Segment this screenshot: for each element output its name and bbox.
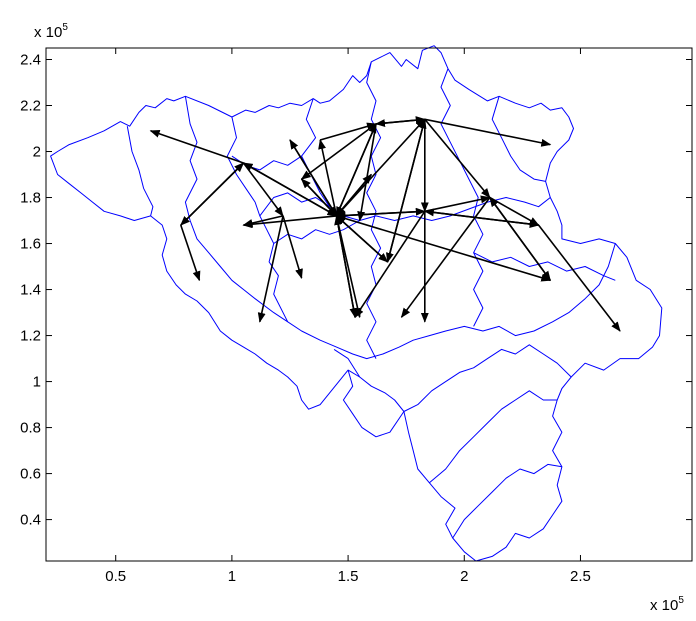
x-multiplier-base: x 10: [650, 597, 678, 614]
x-tick-label: 2: [460, 568, 468, 585]
flow-arrow: [180, 162, 245, 226]
x-multiplier-exponent: 5: [678, 595, 684, 606]
country-outline: [50, 45, 663, 562]
flow-arrow: [242, 215, 337, 229]
y-tick-label: 1.6: [20, 236, 41, 253]
x-tick-label: 1.5: [338, 568, 359, 585]
x-tick-label: 2.5: [570, 568, 591, 585]
flow-arrow: [300, 123, 377, 180]
internal-boundary: [342, 369, 405, 438]
y-tick-label: 0.4: [20, 512, 41, 529]
x-tick-label: 0.5: [105, 568, 126, 585]
x-tick-label: 1: [228, 568, 236, 585]
internal-boundary: [429, 390, 558, 484]
internal-boundary: [126, 126, 154, 217]
y-tick-label: 0.6: [20, 466, 41, 483]
flow-arrow: [336, 207, 426, 217]
flow-arrow: [319, 122, 377, 141]
flow-arrow: [257, 215, 284, 323]
flow-arrow: [386, 119, 426, 263]
flow-arrow: [424, 210, 540, 228]
flow-arrow: [318, 139, 338, 217]
internal-boundary: [491, 96, 546, 182]
flow-arrow: [289, 139, 338, 217]
flow-arrow: [424, 195, 491, 213]
flow-arrow: [180, 224, 201, 282]
internal-boundary: [440, 68, 484, 327]
flow-arrow: [489, 196, 551, 281]
flow-arrow: [537, 224, 621, 332]
y-tick-label: 0.8: [20, 420, 41, 437]
y-tick-label: 2.2: [20, 98, 41, 115]
y-multiplier-label: x 105: [34, 22, 68, 41]
internal-boundary: [366, 61, 382, 359]
y-tick-label: 1.2: [20, 328, 41, 345]
y-tick-label: 1.8: [20, 190, 41, 207]
internal-boundary: [301, 98, 551, 221]
y-multiplier-base: x 10: [34, 24, 62, 41]
x-multiplier-label: x 105: [650, 595, 684, 614]
flow-arrow: [335, 215, 389, 263]
y-tick-label: 2: [33, 144, 41, 161]
flow-arrow: [336, 215, 552, 282]
flow-arrow: [335, 118, 426, 217]
flow-arrow: [357, 123, 377, 222]
flow-arrow: [301, 178, 338, 217]
y-tick-label: 2.4: [20, 52, 41, 69]
x-axis-ticks: 0.5 1 1.5 2 2.5: [105, 48, 591, 585]
flow-arrow: [400, 197, 491, 319]
y-tick-label: 1: [33, 374, 41, 391]
y-multiplier-exponent: 5: [62, 22, 68, 33]
flow-arrow: [424, 118, 491, 199]
flow-arrow: [243, 162, 338, 217]
flow-arrow: [375, 116, 426, 125]
flow-arrow: [282, 215, 303, 279]
internal-boundary: [452, 463, 562, 539]
flow-arrow: [424, 118, 552, 147]
flow-arrows: [149, 116, 621, 332]
flow-arrow: [354, 210, 426, 319]
flow-arrow: [335, 123, 377, 217]
internal-boundary: [473, 252, 616, 281]
flow-arrow: [242, 162, 284, 217]
plot-area: [46, 48, 692, 561]
flow-arrow: [335, 215, 362, 319]
internal-boundary: [333, 348, 361, 378]
y-tick-label: 1.4: [20, 282, 41, 299]
axes-box: [45, 47, 693, 562]
flow-arrow: [149, 129, 244, 164]
y-axis-ticks: 0.4 0.6 0.8 1 1.2 1.4 1.6 1.8 2 2.2 2.4: [20, 52, 692, 529]
internal-boundary: [403, 344, 572, 412]
